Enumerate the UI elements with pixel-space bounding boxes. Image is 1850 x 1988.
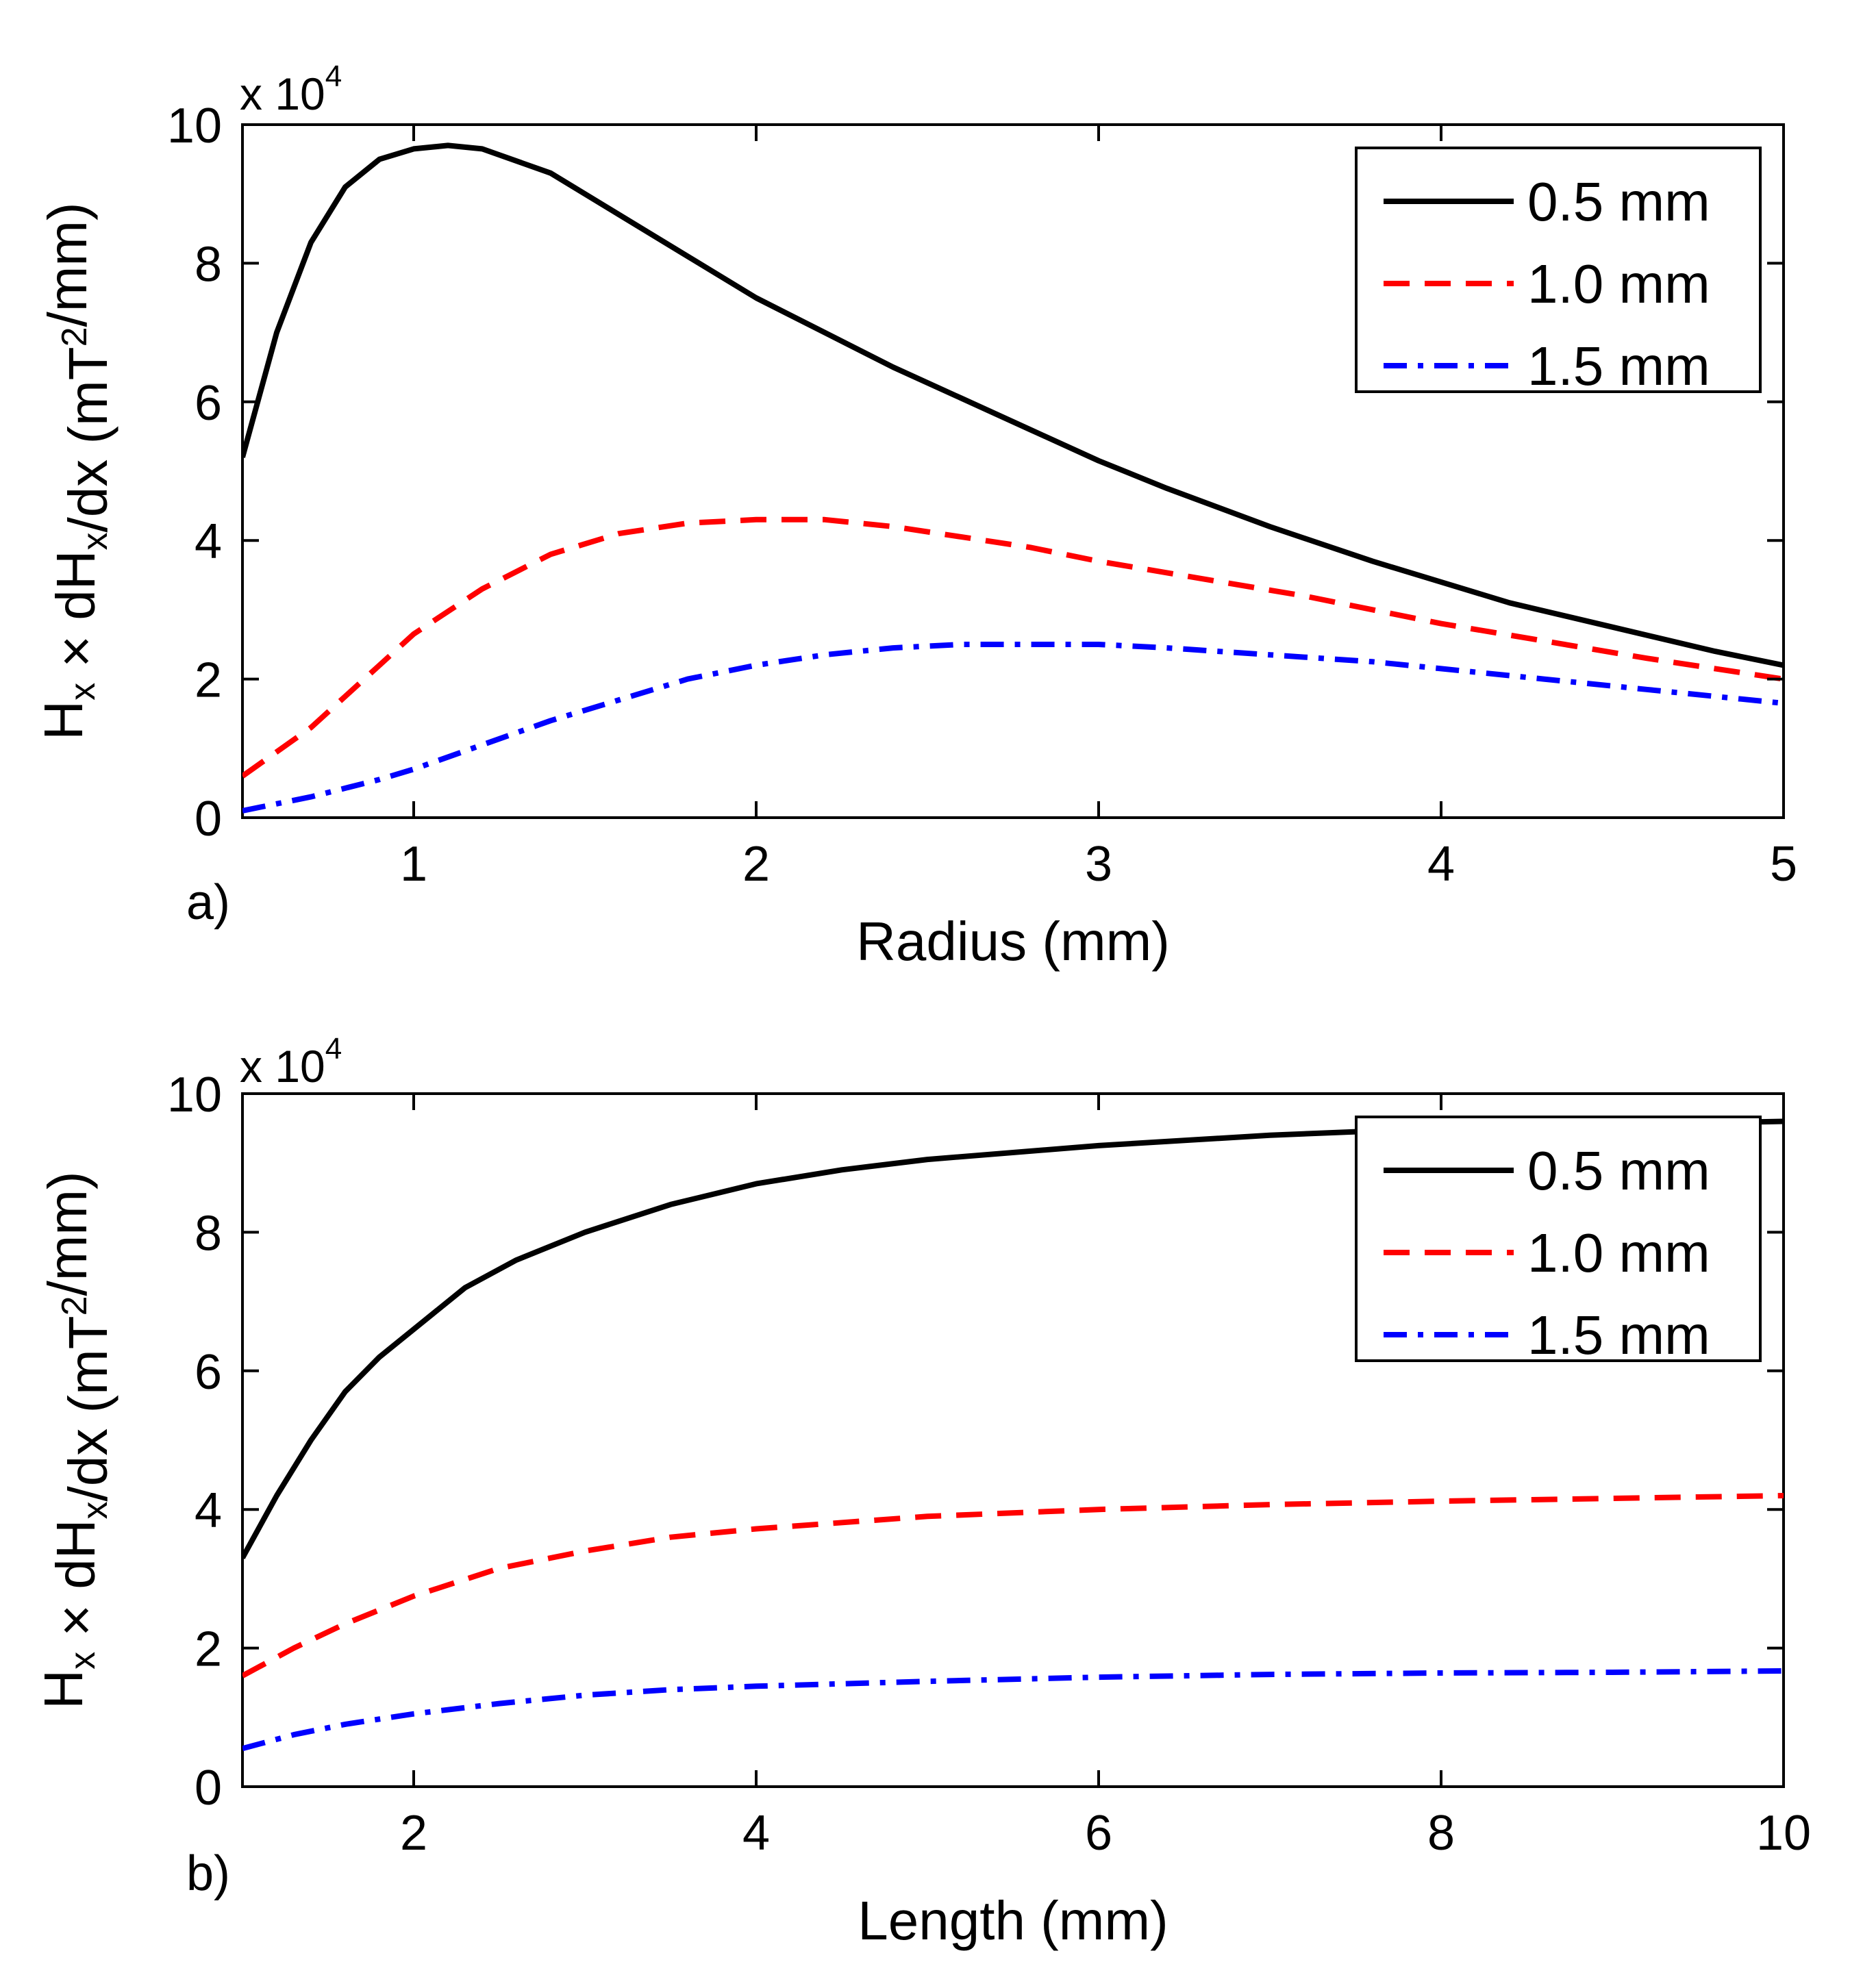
panel-a-legend-label-0-5-mm: 0.5 mm bbox=[1527, 171, 1710, 232]
panel-b-x-tick-label: 10 bbox=[1756, 1806, 1811, 1861]
panel-a-legend-box bbox=[1355, 147, 1762, 393]
panel-a-series-line-0-5-mm bbox=[242, 142, 1784, 668]
panel-b-legend: 0.5 mm 1.0 mm 1.5 mm bbox=[1355, 1116, 1762, 1366]
panel-a-y-tick-label: 4 bbox=[195, 514, 222, 569]
panel-b-legend-label-0-5-mm: 0.5 mm bbox=[1527, 1140, 1710, 1201]
panel-a-x-axis-label: Radius (mm) bbox=[856, 911, 1170, 972]
panel-b-y-axis-label: Hx × dHx/dx (mT2/mm) bbox=[33, 1171, 118, 1709]
panel-b-series-line-1-5-mm bbox=[242, 1668, 1784, 1752]
panel-a-y-multiplier: x 104 bbox=[240, 60, 342, 119]
panel-a-y-tick-label: 8 bbox=[195, 237, 222, 292]
panel-a-x-tick-label: 4 bbox=[1427, 837, 1455, 892]
panel-b-x-tick-label: 8 bbox=[1427, 1806, 1455, 1861]
panel-b-y-tick-label: 0 bbox=[195, 1761, 222, 1815]
panel-b-y-tick-label: 4 bbox=[195, 1483, 222, 1538]
panel-a-y-axis-label: Hx × dHx/dx (mT2/mm) bbox=[33, 202, 118, 740]
panel-b-series-line-0-5-mm bbox=[242, 1118, 1784, 1559]
panel-b-x-tick-label: 2 bbox=[400, 1806, 427, 1861]
panel-a-x-tick-label: 1 bbox=[400, 837, 427, 892]
panel-a-legend-label-1-5-mm: 1.5 mm bbox=[1527, 336, 1710, 397]
panel-b-series-group bbox=[242, 1118, 1784, 1752]
panel-b-panel-label: b) bbox=[186, 1846, 230, 1901]
panel-b-y-tick-label: 2 bbox=[195, 1622, 222, 1677]
panel-a-y-tick-label: 6 bbox=[195, 376, 222, 431]
panel-b-y-multiplier: x 104 bbox=[240, 1032, 342, 1092]
panel-a-y-tick-label: 0 bbox=[195, 792, 222, 846]
panel-a-y-tick-label: 2 bbox=[195, 653, 222, 708]
panel-b-legend-box bbox=[1355, 1116, 1762, 1362]
panel-a-series-line-1-5-mm bbox=[242, 642, 1784, 814]
panel-a-panel-label: a) bbox=[186, 875, 230, 930]
panel-b-series-line-1-0-mm bbox=[242, 1493, 1784, 1678]
panel-a-x-tick-label: 3 bbox=[1085, 837, 1112, 892]
panel-b-y-tick-label: 10 bbox=[167, 1068, 222, 1122]
chart-panel-b: 2 4 6 8 10 0 2 4 6 8 10 x 104 b) Length (mm) Hx × dHx/… bbox=[33, 1032, 1811, 1951]
panel-b-x-tick-label: 4 bbox=[742, 1806, 770, 1861]
panel-a-x-tick-label: 5 bbox=[1770, 837, 1797, 892]
panel-b-legend-label-1-5-mm: 1.5 mm bbox=[1527, 1305, 1710, 1366]
panel-a-y-tick-label: 10 bbox=[167, 99, 222, 153]
panel-b-y-tick-label: 8 bbox=[195, 1206, 222, 1261]
panel-a-series-group bbox=[242, 142, 1784, 814]
panel-b-x-tick-label: 6 bbox=[1085, 1806, 1112, 1861]
chart-panel-a: 1 2 3 4 5 0 2 4 6 8 10 x 104 a) Radius (mm) Hx × dHx/d… bbox=[33, 60, 1797, 972]
panel-a-legend: 0.5 mm 1.0 mm 1.5 mm bbox=[1355, 147, 1762, 397]
panel-a-legend-label-1-0-mm: 1.0 mm bbox=[1527, 253, 1710, 314]
panel-b-x-axis-label: Length (mm) bbox=[858, 1890, 1168, 1951]
panel-b-legend-label-1-0-mm: 1.0 mm bbox=[1527, 1222, 1710, 1283]
panel-a-x-tick-label: 2 bbox=[742, 837, 770, 892]
panel-b-y-tick-label: 6 bbox=[195, 1345, 222, 1400]
